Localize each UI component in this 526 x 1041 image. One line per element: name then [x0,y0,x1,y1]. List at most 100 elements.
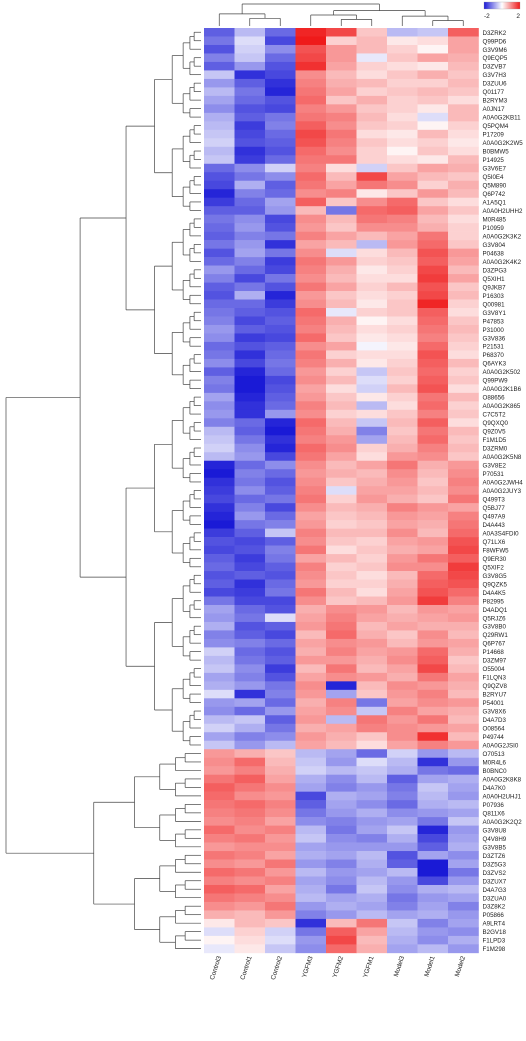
heatmap-cell [265,621,296,631]
heatmap-cell [387,918,418,928]
heatmap-cell [387,579,418,589]
column-labels: Control3 Control1 Control2 YGFM3 YGFM2 YGFM1 M… [209,955,467,981]
heatmap-cell [204,621,235,631]
heatmap-cell [387,562,418,572]
heatmap-cell [448,621,479,631]
heatmap-cell [387,528,418,538]
heatmap-cell [326,163,357,173]
heatmap-cell [234,698,266,708]
heatmap-cell [234,248,266,258]
heatmap-cell [387,740,418,750]
heatmap-cell [265,715,296,725]
heatmap-cell [326,308,357,317]
heatmap-cell [265,723,296,733]
row-label: A0A0G2K502 [483,369,521,376]
heatmap-cell [417,503,449,512]
heatmap-cell [265,392,296,402]
heatmap-cell [204,918,235,928]
heatmap-cell [448,53,479,63]
heatmap-cell [204,503,235,512]
heatmap-cell [448,698,479,708]
heatmap-cell [265,579,296,589]
heatmap-cell [204,698,235,708]
heatmap-cell [295,240,327,249]
heatmap-cell [234,613,266,623]
heatmap-cell [295,621,327,631]
heatmap-cell [448,189,479,198]
heatmap-cell [448,70,479,80]
heatmap-cell [448,520,479,529]
heatmap-cell [234,367,266,377]
heatmap-cell [387,231,418,241]
heatmap-cell [234,944,266,954]
heatmap-cell [265,918,296,928]
heatmap-cell [265,291,296,300]
heatmap-cell [234,715,266,725]
heatmap-cell [265,426,296,436]
heatmap-cell [295,231,327,241]
heatmap-cell [448,197,479,207]
heatmap-cell [387,44,418,54]
row-label: Q9QZK5 [483,581,508,588]
heatmap-cell [387,282,418,292]
heatmap-cell [204,562,235,572]
heatmap-cell [387,604,418,614]
heatmap-cell [326,766,357,775]
heatmap-cell [204,520,235,529]
heatmap-cell [295,138,327,148]
heatmap-cell [356,443,388,453]
heatmap-cell [295,129,327,139]
heatmap-cell [295,944,327,954]
heatmap-cell [448,460,479,470]
heatmap-cell [448,579,479,589]
heatmap-cell [234,842,266,852]
row-label: P54001 [483,700,505,707]
heatmap-cell [417,579,449,589]
row-label: D4A7K0 [483,785,507,792]
heatmap-cell [387,180,418,190]
heatmap-cell [387,87,418,97]
heatmap-cell [387,189,418,198]
heatmap-cell [295,197,327,207]
heatmap-cell [417,333,449,343]
heatmap-cell [265,104,296,114]
column-dendrogram [218,3,464,26]
heatmap-cell [265,418,296,428]
heatmap-cell [265,647,296,657]
heatmap-cell [448,44,479,54]
heatmap-cell [295,409,327,419]
heatmap-cell [265,231,296,241]
heatmap-cell [265,189,296,198]
heatmap-cell [204,689,235,699]
heatmap-cell [417,588,449,597]
heatmap-cell [356,808,388,818]
heatmap-cell [448,868,479,877]
row-label: Q5XIF2 [483,564,505,571]
row-label: D3ZM97 [483,658,507,665]
heatmap-cell [326,808,357,818]
heatmap-cell [448,562,479,572]
heatmap-cell [448,78,479,88]
heatmap-cell [234,723,266,733]
heatmap-cell [265,783,296,792]
heatmap-cell [448,367,479,377]
heatmap-cell [448,214,479,224]
heatmap-cell [448,95,479,105]
heatmap-cell [356,817,388,826]
heatmap-cell [356,316,388,326]
row-label: O70513 [483,751,506,758]
row-label: D4A4K5 [483,590,507,597]
heatmap-cell [265,435,296,445]
heatmap-cell [326,87,357,97]
heatmap-cell [417,129,449,139]
heatmap-cell [265,876,296,886]
heatmap-cell [387,299,418,309]
heatmap-cell [387,927,418,937]
heatmap-cell [204,511,235,521]
heatmap-cell [265,562,296,572]
row-label: F8WFW5 [483,547,510,554]
row-label: P16303 [483,293,505,300]
heatmap-cell [295,749,327,759]
heatmap-cell [387,155,418,165]
heatmap-cell [448,435,479,445]
